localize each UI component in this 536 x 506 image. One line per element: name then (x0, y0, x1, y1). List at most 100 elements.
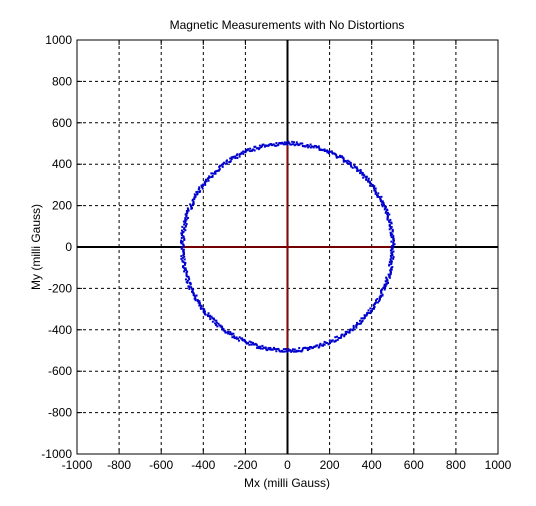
data-point (264, 346, 267, 349)
data-point (327, 150, 330, 153)
data-point (255, 344, 258, 347)
data-point (347, 331, 350, 334)
data-point (356, 323, 359, 326)
data-point (245, 148, 248, 151)
radius-lines (182, 143, 393, 351)
data-point (214, 170, 217, 173)
data-point (289, 349, 292, 352)
data-point (192, 292, 195, 295)
data-point (389, 227, 392, 230)
data-point (283, 350, 286, 353)
data-point (271, 348, 274, 351)
data-point (316, 146, 319, 149)
data-point (319, 342, 322, 345)
data-point (215, 321, 218, 324)
data-point (392, 236, 395, 239)
data-point (253, 343, 256, 346)
data-point (246, 149, 249, 152)
data-point (336, 338, 339, 341)
data-point (293, 141, 296, 144)
data-point (384, 280, 387, 283)
y-tick-label: -1000 (41, 447, 72, 461)
data-point (214, 322, 217, 325)
data-point (347, 162, 350, 165)
data-point (305, 144, 308, 147)
data-point (185, 215, 188, 218)
data-point (242, 152, 245, 155)
data-point (385, 276, 388, 279)
data-point (253, 145, 256, 148)
data-point (196, 300, 199, 303)
data-point (201, 187, 204, 190)
data-point (258, 147, 261, 150)
data-point (352, 326, 355, 329)
data-point (257, 148, 260, 151)
data-point (194, 296, 197, 299)
data-point (369, 184, 372, 187)
data-point (355, 166, 358, 169)
data-point (234, 155, 237, 158)
data-point (192, 201, 195, 204)
data-point (297, 349, 300, 352)
x-tick-label: 1000 (485, 458, 512, 472)
data-point (242, 150, 245, 153)
data-point (349, 164, 352, 167)
data-point (274, 348, 277, 351)
data-point (214, 172, 217, 175)
data-point (349, 328, 352, 331)
data-point (339, 336, 342, 339)
data-point (363, 314, 366, 317)
data-point (378, 300, 381, 303)
data-point (366, 312, 369, 315)
data-point (181, 256, 184, 259)
data-point (219, 325, 222, 328)
data-point (186, 279, 189, 282)
data-point (217, 169, 220, 172)
data-point (385, 277, 388, 280)
data-point (386, 279, 389, 282)
data-point (367, 309, 370, 312)
data-point (384, 284, 387, 287)
data-point (306, 144, 309, 147)
data-point (370, 310, 373, 313)
data-point (281, 350, 284, 353)
data-point (190, 205, 193, 208)
data-point (286, 350, 289, 353)
data-point (184, 267, 187, 270)
data-point (391, 266, 394, 269)
data-point (236, 337, 239, 340)
data-point (380, 195, 383, 198)
data-point (389, 218, 392, 221)
data-point (293, 348, 296, 351)
data-point (209, 318, 212, 321)
data-point (384, 286, 387, 289)
data-point (341, 156, 344, 159)
data-point (185, 218, 188, 221)
data-point (332, 152, 335, 155)
data-point (182, 266, 185, 269)
y-tick-label: -400 (48, 323, 72, 337)
data-point (384, 205, 387, 208)
data-point (181, 260, 184, 263)
data-point (352, 324, 355, 327)
data-point (361, 319, 364, 322)
data-point (205, 180, 208, 183)
data-point (184, 229, 187, 232)
data-point (389, 231, 392, 234)
data-point (245, 341, 248, 344)
data-point (305, 347, 308, 350)
data-point (378, 296, 381, 299)
data-point (376, 298, 379, 301)
data-point (203, 310, 206, 313)
data-point (309, 146, 312, 149)
data-point (383, 288, 386, 291)
data-point (218, 324, 221, 327)
data-point (371, 309, 374, 312)
data-point (391, 233, 394, 236)
data-point (356, 169, 359, 172)
data-point (248, 340, 251, 343)
data-point (218, 165, 221, 168)
data-point (359, 170, 362, 173)
